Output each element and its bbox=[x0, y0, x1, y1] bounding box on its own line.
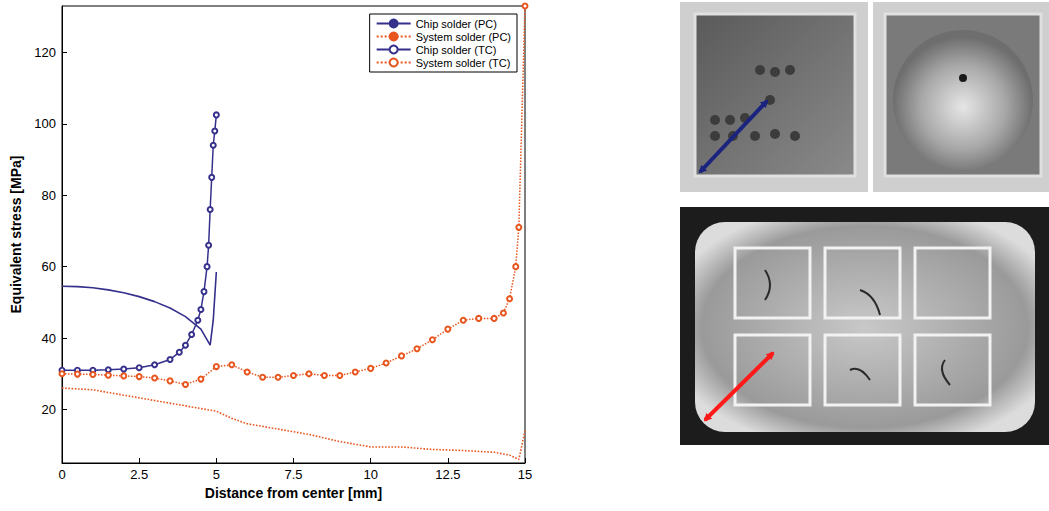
svg-text:0: 0 bbox=[58, 467, 65, 482]
svg-text:60: 60 bbox=[42, 259, 56, 274]
svg-text:12.5: 12.5 bbox=[435, 467, 460, 482]
svg-text:2.5: 2.5 bbox=[130, 467, 148, 482]
svg-text:40: 40 bbox=[42, 331, 56, 346]
svg-text:5: 5 bbox=[213, 467, 220, 482]
svg-text:100: 100 bbox=[34, 116, 56, 131]
svg-text:System solder (PC): System solder (PC) bbox=[416, 31, 511, 43]
svg-text:Chip solder (PC): Chip solder (PC) bbox=[416, 18, 497, 30]
svg-text:15: 15 bbox=[518, 467, 532, 482]
svg-text:System solder (TC): System solder (TC) bbox=[416, 57, 511, 69]
svg-text:Equivalent stress [MPa]: Equivalent stress [MPa] bbox=[8, 156, 24, 314]
svg-text:10: 10 bbox=[363, 467, 377, 482]
svg-text:Distance from center [mm]: Distance from center [mm] bbox=[205, 485, 382, 501]
svg-text:120: 120 bbox=[34, 45, 56, 60]
svg-text:7.5: 7.5 bbox=[284, 467, 302, 482]
svg-text:80: 80 bbox=[42, 188, 56, 203]
svg-text:20: 20 bbox=[42, 402, 56, 417]
svg-text:Chip solder (TC): Chip solder (TC) bbox=[416, 44, 497, 56]
